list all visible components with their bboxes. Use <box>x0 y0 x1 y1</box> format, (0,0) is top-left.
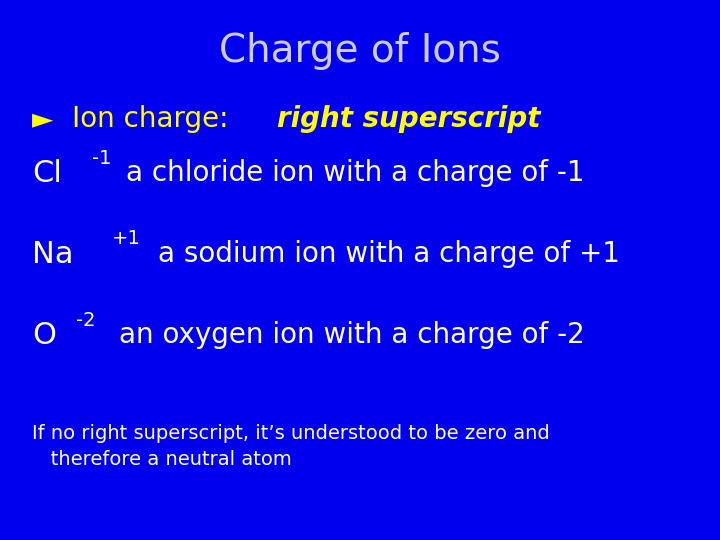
Text: +1: +1 <box>112 230 140 248</box>
Text: -1: -1 <box>92 148 112 167</box>
Text: Charge of Ions: Charge of Ions <box>219 32 501 70</box>
Text: right superscript: right superscript <box>277 105 541 133</box>
Text: Ion charge:: Ion charge: <box>72 105 238 133</box>
Text: ►: ► <box>32 105 54 133</box>
Text: Cl: Cl <box>32 159 62 188</box>
Text: a sodium ion with a charge of +1: a sodium ion with a charge of +1 <box>158 240 621 268</box>
Text: O: O <box>32 321 56 350</box>
Text: a chloride ion with a charge of -1: a chloride ion with a charge of -1 <box>126 159 585 187</box>
Text: an oxygen ion with a charge of -2: an oxygen ion with a charge of -2 <box>119 321 585 349</box>
Text: -2: -2 <box>76 310 95 329</box>
Text: Na: Na <box>32 240 74 269</box>
Text: If no right superscript, it’s understood to be zero and
   therefore a neutral a: If no right superscript, it’s understood… <box>32 424 550 469</box>
